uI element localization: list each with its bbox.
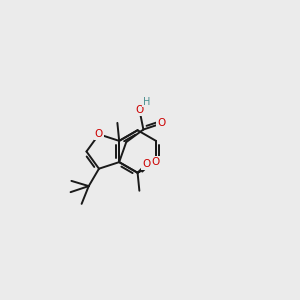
Text: O: O — [152, 157, 160, 167]
Text: O: O — [158, 118, 166, 128]
Text: H: H — [143, 97, 150, 106]
Text: O: O — [136, 105, 144, 115]
Text: O: O — [142, 159, 151, 169]
Text: O: O — [95, 129, 103, 139]
